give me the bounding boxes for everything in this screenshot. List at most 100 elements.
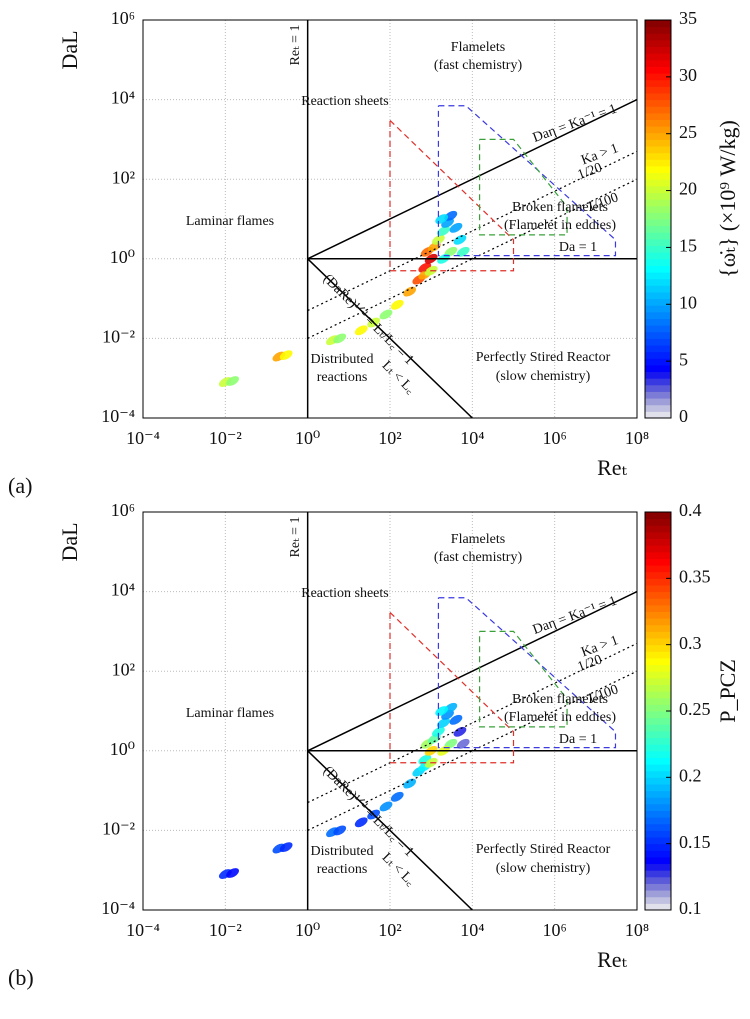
x-tick-label: 10⁴ xyxy=(460,428,484,448)
annotation: (Flamelet in eddies) xyxy=(504,218,616,233)
colorbar-step xyxy=(645,671,671,679)
colorbar-step xyxy=(645,664,671,672)
colorbar-step xyxy=(645,837,671,845)
colorbar-step xyxy=(645,890,671,898)
data-point xyxy=(226,868,239,878)
colorbar-tick-label: 10 xyxy=(679,292,697,312)
colorbar-step xyxy=(645,159,671,167)
colorbar-step xyxy=(645,817,671,825)
colorbar-step xyxy=(645,179,671,187)
colorbar-step xyxy=(645,384,671,392)
plot-frame xyxy=(142,511,638,911)
colorbar-tick-label: 0.35 xyxy=(679,566,711,586)
colorbar-step xyxy=(645,219,671,227)
colorbar-tick-label: 0.15 xyxy=(679,832,711,852)
panel-label: (b) xyxy=(8,965,34,990)
colorbar-step xyxy=(645,584,671,593)
data-point xyxy=(390,791,404,802)
colorbar-step xyxy=(645,697,671,705)
colorbar-tick-label: 0.2 xyxy=(679,765,702,785)
colorbar-step xyxy=(645,783,671,792)
colorbar-step xyxy=(645,724,671,732)
colorbar-step xyxy=(645,66,671,74)
colorbar-step xyxy=(645,896,671,904)
colorbar-step xyxy=(645,757,671,765)
colorbar-step xyxy=(645,411,671,419)
colorbar-step xyxy=(645,638,671,646)
y-tick-label: 10⁶ xyxy=(111,500,135,520)
colorbar-step xyxy=(645,565,671,573)
colorbar-step xyxy=(645,26,671,34)
data-point xyxy=(379,309,393,320)
colorbar-step xyxy=(645,863,671,871)
data-point xyxy=(354,817,368,828)
regime-line xyxy=(307,590,637,752)
annotation: reactions xyxy=(317,862,368,877)
colorbar-step xyxy=(645,238,671,247)
colorbar-step xyxy=(645,551,671,559)
data-point xyxy=(403,286,417,297)
x-tick-label: 10⁸ xyxy=(625,920,649,940)
y-tick-label: 10⁴ xyxy=(111,88,135,108)
data-point xyxy=(456,246,470,257)
x-tick-label: 10⁻⁴ xyxy=(126,920,160,940)
colorbar-step xyxy=(645,126,671,134)
colorbar-label: {ω̇ₜ} (×10⁹ W/kg) xyxy=(715,120,740,278)
colorbar-step xyxy=(645,291,671,300)
y-tick-label: 10⁻² xyxy=(102,819,135,839)
colorbar-step xyxy=(645,531,671,540)
colorbar-step xyxy=(645,272,671,280)
x-tick-label: 10⁻⁴ xyxy=(126,428,160,448)
regime-line xyxy=(307,258,473,418)
regime-line xyxy=(307,98,637,260)
colorbar-step xyxy=(645,285,671,293)
colorbar-step xyxy=(645,325,671,333)
colorbar-step xyxy=(645,830,671,838)
colorbar-step xyxy=(645,398,671,406)
y-tick-label: 10⁰ xyxy=(110,247,135,267)
colorbar-step xyxy=(645,803,671,811)
y-axis-label: DaL xyxy=(57,522,82,561)
colorbar-step xyxy=(645,644,671,652)
data-point xyxy=(453,234,467,245)
data-point xyxy=(449,222,463,233)
regime-line xyxy=(307,150,637,312)
colorbar-step xyxy=(645,657,671,666)
annotation: Reₜ = 1 xyxy=(288,25,303,66)
regime-line xyxy=(307,750,473,910)
colorbar-step xyxy=(645,558,671,566)
colorbar-step xyxy=(645,876,671,884)
x-tick-label: 10⁻² xyxy=(209,920,242,940)
colorbar-step xyxy=(645,165,671,174)
data-point xyxy=(333,333,347,344)
colorbar-frame xyxy=(644,19,672,419)
y-tick-label: 10⁰ xyxy=(110,739,135,759)
colorbar-label: P_PCZ xyxy=(715,659,740,723)
x-tick-label: 10² xyxy=(378,920,401,940)
colorbar-step xyxy=(645,631,671,639)
colorbar-step xyxy=(645,205,671,213)
colorbar-step xyxy=(645,843,671,851)
colorbar-tick-label: 15 xyxy=(679,236,697,256)
colorbar-step xyxy=(645,79,671,87)
colorbar-step xyxy=(645,20,671,28)
colorbar-tick-label: 30 xyxy=(679,65,697,85)
colorbar-step xyxy=(645,717,671,725)
colorbar-step xyxy=(645,604,671,612)
x-tick-label: 10⁶ xyxy=(543,428,567,448)
colorbar-step xyxy=(645,578,671,586)
colorbar-step xyxy=(645,856,671,865)
colorbar-step xyxy=(645,192,671,200)
colorbar-step xyxy=(645,199,671,207)
colorbar-step xyxy=(645,677,671,685)
regime-line xyxy=(389,611,515,764)
colorbar-tick-label: 35 xyxy=(679,8,697,28)
colorbar-step xyxy=(645,371,671,379)
colorbar-step xyxy=(645,870,671,878)
x-axis-label: Reₜ xyxy=(597,947,627,972)
x-tick-label: 10⁴ xyxy=(460,920,484,940)
data-point xyxy=(354,325,368,336)
colorbar-step xyxy=(645,764,671,772)
colorbar-step xyxy=(645,598,671,606)
colorbar-step xyxy=(645,278,671,286)
